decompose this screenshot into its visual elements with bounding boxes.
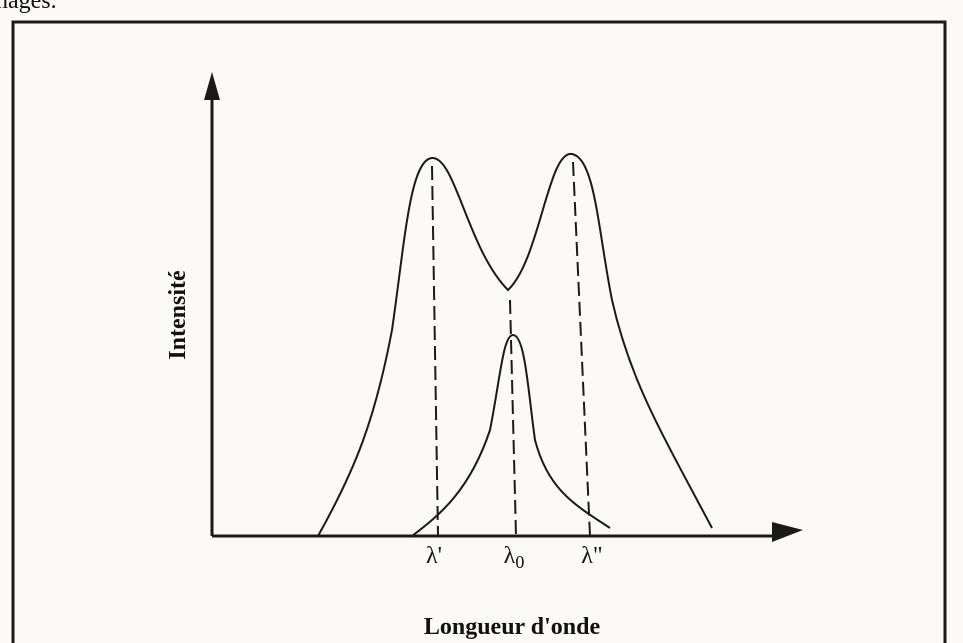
x-axis-label: Longueur d'onde bbox=[424, 614, 601, 640]
marker-symbol: λ bbox=[504, 543, 516, 569]
broadened-line bbox=[317, 153, 713, 537]
marker-line bbox=[572, 161, 591, 537]
narrow-line bbox=[411, 333, 611, 537]
marker-subscript: 0 bbox=[515, 552, 524, 572]
header-text: nages. bbox=[0, 0, 57, 14]
frame bbox=[11, 20, 947, 643]
x-axis-arrow bbox=[772, 522, 803, 542]
marker-label: λ" bbox=[581, 543, 602, 569]
marker-label: λ' bbox=[426, 543, 442, 569]
y-axis-label: Intensité bbox=[165, 270, 191, 360]
y-axis-arrow bbox=[204, 72, 220, 100]
marker-label: λ0 bbox=[504, 543, 525, 572]
marker-line bbox=[431, 165, 439, 537]
